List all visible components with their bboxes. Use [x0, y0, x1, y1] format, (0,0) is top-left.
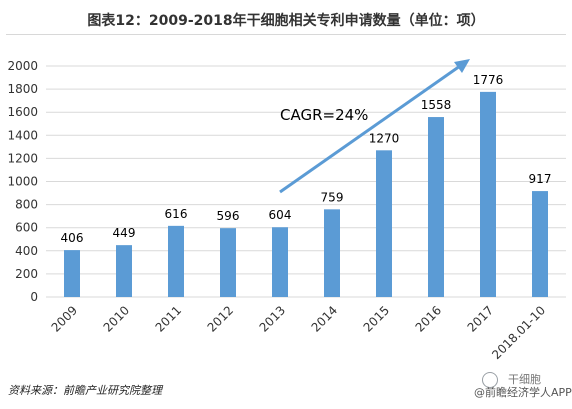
bar-2011 — [168, 225, 184, 297]
x-tick-label: 2018.01-10 — [489, 303, 548, 362]
title-divider — [6, 34, 566, 35]
x-axis-ticks: 2009 2010 2011 2012 2013 2014 2015 2016 20172018… — [49, 303, 548, 362]
trend-arrowhead — [454, 59, 470, 73]
y-tick-label: 800 — [15, 198, 38, 212]
bars — [64, 91, 548, 298]
bar-2016 — [428, 117, 444, 298]
cagr-annotation: CAGR=24% — [280, 106, 368, 124]
data-labels: 406 449 616 596 604 759 1270 1558 1776 917 — [61, 73, 552, 245]
y-tick-label: 0 — [30, 290, 38, 304]
data-label: 759 — [321, 190, 344, 204]
bar-2012 — [220, 228, 236, 297]
data-label: 596 — [217, 209, 240, 223]
x-tick-label: 2009 — [49, 303, 80, 334]
data-label: 1270 — [369, 131, 400, 145]
watermark-logo-icon — [482, 372, 498, 388]
data-label: 1776 — [473, 73, 504, 87]
data-label: 616 — [165, 207, 188, 221]
x-tick-label: 2012 — [205, 303, 236, 334]
bar-2013 — [272, 227, 288, 297]
x-tick-label: 2013 — [257, 303, 288, 334]
y-tick-label: 1000 — [7, 175, 38, 189]
trend-arrow — [279, 64, 461, 194]
bar-2017 — [480, 91, 496, 297]
chart-title: 图表12：2009-2018年干细胞相关专利申请数量（单位：项） — [87, 13, 485, 29]
data-label: 917 — [529, 172, 552, 186]
y-tick-label: 200 — [15, 267, 38, 281]
bar-2015 — [376, 150, 392, 297]
data-label: 406 — [61, 231, 84, 245]
x-tick-label: 2014 — [309, 303, 340, 334]
source-note: 资料来源：前瞻产业研究院整理 — [8, 384, 162, 397]
bar-2018.01-10 — [532, 191, 548, 297]
y-tick-label: 1800 — [7, 82, 38, 96]
y-tick-label: 600 — [15, 221, 38, 235]
watermark-text: @前瞻经济学人APP — [474, 386, 572, 399]
y-tick-label: 2000 — [7, 59, 38, 73]
x-tick-label: 2010 — [101, 303, 132, 334]
x-tick-label: 2017 — [465, 303, 496, 334]
data-label: 1558 — [421, 98, 452, 112]
data-label: 604 — [269, 208, 292, 222]
x-tick-label: 2015 — [361, 303, 392, 334]
bar-2009 — [64, 250, 80, 297]
bar-2014 — [324, 209, 340, 297]
y-tick-label: 400 — [15, 244, 38, 258]
y-axis-ticks: 0 200 400 600 800 1000 1200 1400 1600 1800 2000 — [7, 59, 38, 304]
y-tick-label: 1400 — [7, 128, 38, 142]
y-tick-label: 1600 — [7, 105, 38, 119]
gridlines — [46, 65, 566, 298]
x-tick-label: 2011 — [153, 303, 184, 334]
bar-2010 — [116, 245, 132, 297]
x-tick-label: 2016 — [413, 303, 444, 334]
data-label: 449 — [113, 226, 136, 240]
watermark-top-text: 干细胞 — [508, 373, 541, 386]
y-tick-label: 1200 — [7, 151, 38, 165]
